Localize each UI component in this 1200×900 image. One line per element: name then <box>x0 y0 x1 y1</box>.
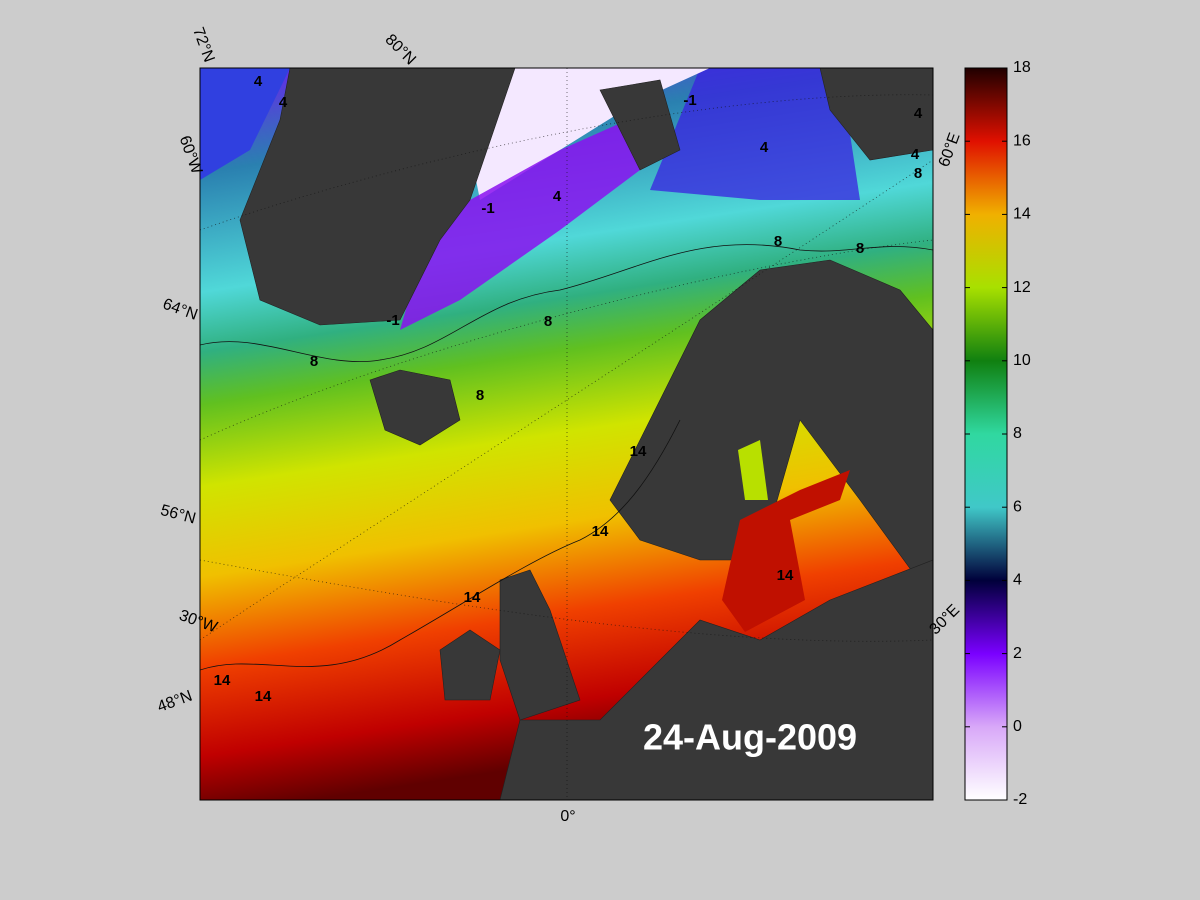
contour-label: 4 <box>553 188 562 205</box>
map <box>200 68 933 800</box>
scandinavia <box>609 259 933 601</box>
sea-cold <box>400 110 650 330</box>
contour-label: 4 <box>911 146 920 163</box>
colorbar-tick-label: 4 <box>1013 572 1022 589</box>
colorbar-tick-label: 2 <box>1013 645 1022 662</box>
greenland <box>239 68 516 326</box>
europe <box>499 559 933 800</box>
contour-line <box>200 244 933 362</box>
contour-label: 14 <box>777 567 794 584</box>
graticule-label: 60°E <box>936 131 964 170</box>
graticule-label: 80°N <box>382 31 419 68</box>
contour-label: 14 <box>464 589 481 606</box>
date-label: 24-Aug-2009 <box>643 717 857 758</box>
land <box>819 68 933 161</box>
graticule-label: 48°N <box>155 688 194 716</box>
sea-cold <box>650 68 860 200</box>
contour-label: 4 <box>279 94 288 111</box>
sea-cold <box>200 68 290 180</box>
colorbar-tick-label: 6 <box>1013 498 1022 515</box>
colorbar-tick-label: -2 <box>1013 791 1027 808</box>
contour-label: 14 <box>214 672 231 689</box>
svalbard <box>599 79 681 171</box>
baltic <box>722 470 850 632</box>
britain <box>499 569 581 721</box>
contour-line <box>200 419 681 671</box>
colorbar-tick-label: 8 <box>1013 425 1022 442</box>
contour-label: 4 <box>760 139 769 156</box>
contour-label: 8 <box>856 240 864 257</box>
contour-label: 8 <box>476 387 484 404</box>
colorbar-tick-label: 18 <box>1013 59 1031 76</box>
graticule <box>200 239 933 441</box>
graticule <box>200 559 933 642</box>
contour-label: 14 <box>630 443 647 460</box>
graticule-label: 72°N <box>189 25 217 64</box>
graticule-label: 64°N <box>160 296 199 324</box>
contour-label: -1 <box>683 92 696 109</box>
contour-label: -1 <box>386 312 399 329</box>
contour-label: 8 <box>544 313 552 330</box>
colorbar-tick-label: 10 <box>1013 352 1031 369</box>
bothnia <box>738 440 768 500</box>
map-frame <box>199 67 934 801</box>
colorbar-tick-label: 0 <box>1013 718 1022 735</box>
contour-label: 4 <box>254 73 263 90</box>
colorbar-tick-label: 12 <box>1013 279 1031 296</box>
graticule-label: 0° <box>560 808 575 825</box>
contour-label: 8 <box>914 165 922 182</box>
contour-label: -1 <box>481 200 494 217</box>
iceland <box>369 369 461 446</box>
contour-label: 4 <box>914 105 923 122</box>
colorbar-tick-label: 14 <box>1013 206 1031 223</box>
colorbar-tick-label: 16 <box>1013 132 1031 149</box>
colorbar <box>964 67 1008 801</box>
graticule-label: 56°N <box>159 502 198 528</box>
graticule <box>200 94 933 231</box>
contour-label: 8 <box>774 233 782 250</box>
contour-label: 14 <box>255 688 272 705</box>
contour-label: 14 <box>592 523 609 540</box>
graticule <box>200 159 933 641</box>
ireland <box>439 629 501 701</box>
contour-label: 8 <box>310 353 318 370</box>
